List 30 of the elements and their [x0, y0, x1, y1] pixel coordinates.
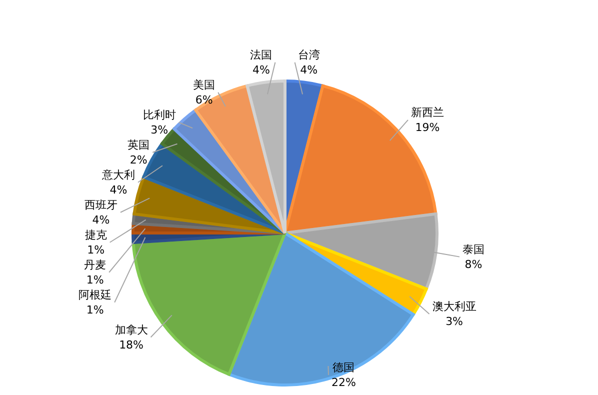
- slice-label: 英国: [128, 138, 150, 152]
- data-label: 8%: [464, 258, 482, 271]
- data-label: 1%: [87, 243, 105, 256]
- slice-label: 泰国: [462, 242, 484, 256]
- slice-label: 澳大利亚: [432, 300, 476, 313]
- slice-label: 丹麦: [84, 258, 106, 272]
- data-label: 19%: [415, 120, 440, 134]
- data-label: 4%: [110, 183, 128, 196]
- data-label: 22%: [331, 376, 356, 389]
- slice-label: 法国: [250, 48, 272, 62]
- data-label: 1%: [86, 303, 104, 316]
- slice-label: 比利时: [142, 108, 176, 122]
- slice-label: 美国: [193, 78, 216, 92]
- pie-slice: [228, 232, 415, 386]
- data-label: 3%: [150, 123, 168, 136]
- slice-label: 台湾: [298, 48, 320, 62]
- data-label: 1%: [86, 273, 104, 286]
- data-label: 3%: [446, 314, 464, 328]
- slice-label: 西班牙: [84, 198, 118, 212]
- slice-label: 德国: [332, 361, 355, 374]
- data-label: 4%: [92, 213, 110, 226]
- data-label: 4%: [300, 63, 318, 76]
- slice-label: 捷克: [84, 228, 107, 242]
- slice-label: 加拿大: [114, 323, 148, 336]
- data-label: 18%: [119, 338, 144, 352]
- data-label: 2%: [130, 153, 148, 166]
- data-label: 4%: [252, 63, 270, 76]
- slice-label: 阿根廷: [78, 288, 112, 302]
- slice-label: 新西兰: [411, 106, 444, 119]
- slice-label: 意大利: [101, 168, 135, 182]
